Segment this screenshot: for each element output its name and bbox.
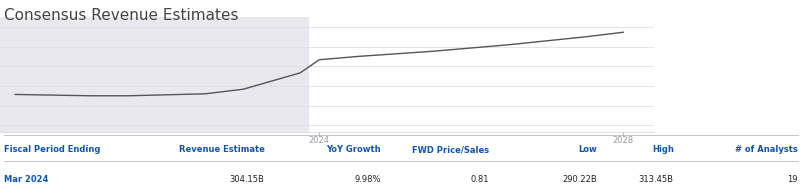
Text: Fiscal Period Ending: Fiscal Period Ending (4, 145, 100, 154)
Text: 19: 19 (788, 175, 798, 184)
Text: Revenue Estimate: Revenue Estimate (179, 145, 265, 154)
Text: 0.81: 0.81 (471, 175, 489, 184)
Text: Consensus Revenue Estimates: Consensus Revenue Estimates (4, 8, 238, 23)
Text: High: High (652, 145, 674, 154)
Text: FWD Price/Sales: FWD Price/Sales (412, 145, 489, 154)
Bar (0, 17, 308, 132)
Text: Mar 2024: Mar 2024 (4, 175, 48, 184)
Text: YoY Growth: YoY Growth (326, 145, 381, 154)
Text: 290.22B: 290.22B (563, 175, 597, 184)
Text: Low: Low (579, 145, 597, 154)
Text: # of Analysts: # of Analysts (735, 145, 798, 154)
Text: 313.45B: 313.45B (638, 175, 674, 184)
Text: 304.15B: 304.15B (230, 175, 265, 184)
Text: 9.98%: 9.98% (354, 175, 381, 184)
